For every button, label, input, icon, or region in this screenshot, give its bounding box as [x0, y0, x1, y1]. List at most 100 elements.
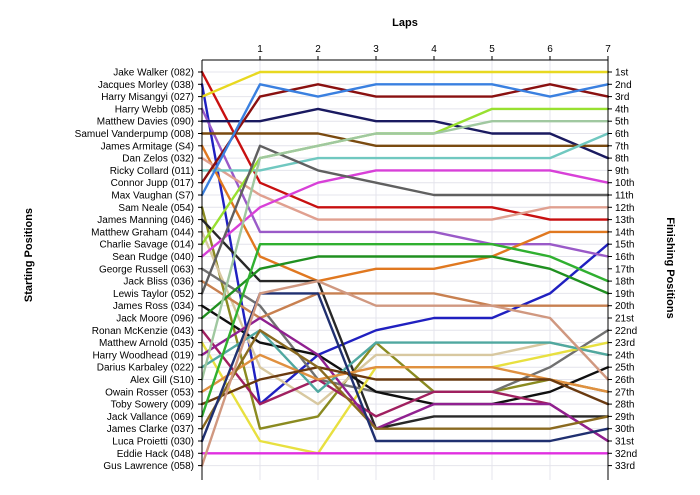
y-axis-title-right: Finishing Positions	[664, 217, 676, 318]
series-layer	[200, 70, 610, 467]
series-line-19	[200, 144, 610, 295]
starting-label: Jack Vallance (069)	[107, 412, 194, 423]
finishing-label: 21st	[615, 314, 634, 325]
starting-label: Alex Gill (S10)	[130, 375, 194, 386]
finishing-label: 4th	[615, 104, 629, 115]
starting-label: Jack Bliss (036)	[123, 277, 194, 288]
finishing-label: 16th	[615, 252, 634, 263]
series-line-4	[200, 107, 610, 258]
finishing-label: 28th	[615, 400, 634, 411]
finishing-label: 8th	[615, 154, 629, 165]
lap-tick-label: 3	[373, 44, 379, 55]
finishing-label: 15th	[615, 240, 634, 251]
series-line-2	[200, 83, 610, 406]
series-line-10	[200, 83, 610, 184]
finishing-label: 30th	[615, 424, 634, 435]
starting-label: Gus Lawrence (058)	[103, 461, 194, 472]
finishing-label: 19th	[615, 289, 634, 300]
starting-label: James Armitage (S4)	[101, 141, 194, 152]
finishing-label: 1st	[615, 68, 629, 79]
starting-label: Eddie Hack (048)	[117, 449, 194, 460]
series-line-16	[200, 169, 610, 258]
lap-tick-labels: 1 2 3 4 5 6 7	[257, 44, 611, 55]
lap-tick-label: 4	[431, 44, 437, 55]
starting-label: Charlie Savage (014)	[100, 240, 195, 251]
series-line-18	[200, 279, 610, 320]
finishing-label: 14th	[615, 227, 634, 238]
starting-label: Dan Zelos (032)	[122, 154, 194, 165]
starting-label: Sean Rudge (040)	[112, 252, 194, 263]
finishing-label: 31st	[615, 437, 634, 448]
finishing-label: 18th	[615, 277, 634, 288]
finishing-label: 11th	[615, 191, 634, 202]
starting-label: Max Vaughan (S7)	[111, 191, 194, 202]
series-line-25	[200, 329, 610, 393]
starting-label: Matthew Davies (090)	[97, 117, 194, 128]
starting-label: Jake Walker (082)	[113, 68, 194, 79]
y-axis-title-left: Starting Positions	[23, 208, 35, 302]
starting-label: Samuel Vanderpump (008)	[75, 129, 194, 140]
series-line-24	[200, 316, 610, 443]
starting-label: Sam Neale (054)	[118, 203, 194, 214]
finishing-label: 27th	[615, 387, 634, 398]
starting-label: James Ross (034)	[113, 301, 194, 312]
finishing-label: 3rd	[615, 92, 629, 103]
finishing-label: 7th	[615, 141, 629, 152]
starting-label: George Russell (063)	[99, 264, 194, 275]
series-line-26	[200, 119, 610, 381]
lap-tick-label: 7	[605, 44, 611, 55]
finishing-position-labels: 1st2nd3rd4th5th6th7th8th9th10th11th12th1…	[615, 68, 637, 473]
finishing-label: 20th	[615, 301, 634, 312]
finishing-label: 13th	[615, 215, 634, 226]
finishing-label: 6th	[615, 129, 629, 140]
finishing-label: 25th	[615, 363, 634, 374]
starting-label: Matthew Graham (044)	[91, 227, 194, 238]
series-line-3	[200, 70, 610, 98]
lap-tick-label: 6	[547, 44, 553, 55]
series-line-5	[200, 107, 610, 160]
series-line-13	[200, 218, 610, 430]
starting-label: Darius Karbaley (022)	[97, 363, 194, 374]
finishing-label: 12th	[615, 203, 634, 214]
finishing-label: 22nd	[615, 326, 637, 337]
starting-label: Harry Woodhead (019)	[92, 350, 194, 361]
starting-label: Luca Proietti (030)	[112, 437, 194, 448]
finishing-label: 5th	[615, 117, 629, 128]
starting-label: Ronan McKenzie (043)	[92, 326, 194, 337]
series-line-29	[200, 242, 610, 418]
series-line-8	[200, 156, 610, 221]
finishing-label: 10th	[615, 178, 634, 189]
series-line-17	[200, 267, 610, 393]
starting-label: Matthew Arnold (035)	[99, 338, 194, 349]
starting-label: James Manning (046)	[97, 215, 194, 226]
series-line-11	[200, 83, 610, 197]
starting-label: Lewis Taylor (052)	[113, 289, 194, 300]
finishing-label: 23rd	[615, 338, 635, 349]
starting-label: Jack Moore (096)	[116, 314, 194, 325]
series-line-21	[200, 255, 610, 320]
series-line-30	[200, 329, 610, 430]
lap-tick-label: 1	[257, 44, 263, 55]
finishing-label: 24th	[615, 350, 634, 361]
starting-label: Harry Misangyi (027)	[101, 92, 194, 103]
series-line-27	[200, 353, 610, 393]
lap-tick-label: 5	[489, 44, 495, 55]
series-line-22	[200, 329, 610, 443]
series-line-6	[200, 132, 610, 148]
lap-tick-label: 2	[315, 44, 321, 55]
series-line-14	[200, 230, 610, 406]
axes	[198, 56, 612, 480]
series-line-20	[200, 304, 610, 406]
starting-label: James Clarke (037)	[107, 424, 194, 435]
finishing-label: 29th	[615, 412, 634, 423]
series-line-1	[200, 70, 610, 221]
series-line-31	[200, 292, 610, 443]
starting-label: Harry Webb (085)	[115, 104, 194, 115]
finishing-label: 32nd	[615, 449, 637, 460]
starting-label: Ricky Collard (011)	[110, 166, 194, 177]
finishing-label: 33rd	[615, 461, 635, 472]
series-line-9	[200, 132, 610, 172]
finishing-label: 17th	[615, 264, 634, 275]
series-line-28	[200, 366, 610, 406]
